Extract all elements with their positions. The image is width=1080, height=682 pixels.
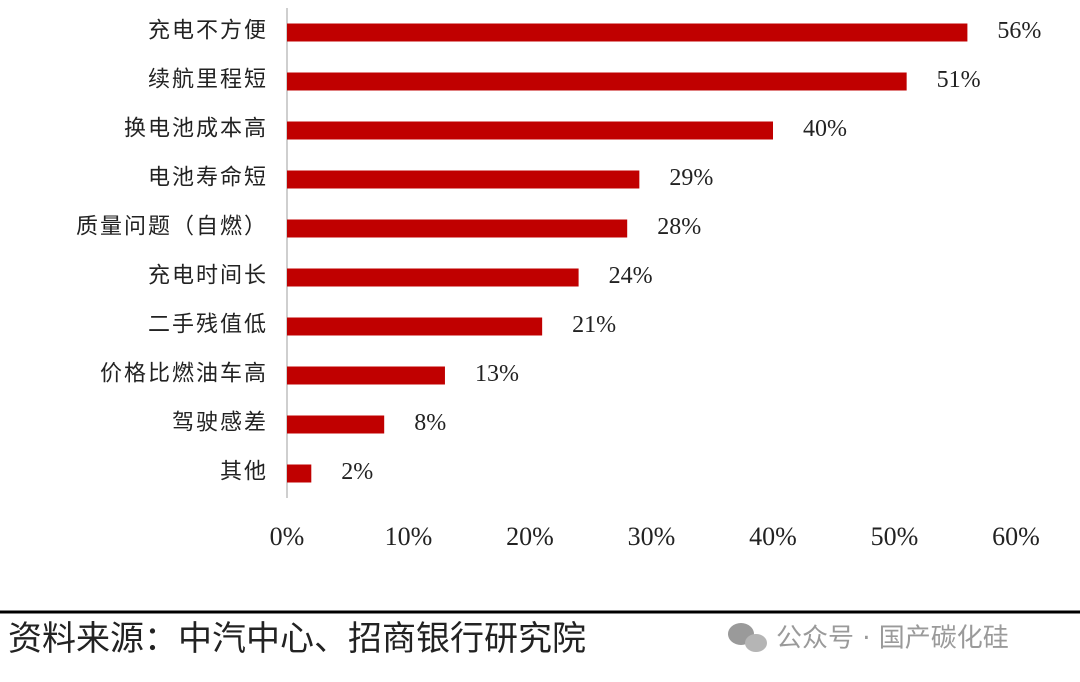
value-label: 24% bbox=[609, 263, 653, 289]
bar bbox=[287, 219, 628, 238]
value-label: 29% bbox=[669, 165, 713, 191]
y-tick-label: 充电不方便 bbox=[148, 18, 268, 43]
watermark: 公众号 · 国产碳化硅 bbox=[776, 624, 1009, 654]
value-label: 21% bbox=[572, 312, 616, 338]
value-label: 2% bbox=[341, 459, 373, 485]
y-tick-label: 驾驶感差 bbox=[172, 410, 268, 435]
bar bbox=[287, 268, 579, 287]
y-tick-label: 价格比燃油车高 bbox=[100, 361, 268, 386]
value-label: 8% bbox=[414, 410, 446, 436]
bar bbox=[287, 317, 543, 336]
value-label: 13% bbox=[475, 361, 519, 387]
bar bbox=[287, 464, 312, 483]
x-tick-label: 60% bbox=[992, 522, 1040, 551]
value-label: 40% bbox=[803, 116, 847, 142]
x-tick-label: 10% bbox=[385, 522, 433, 551]
y-tick-label: 换电池成本高 bbox=[124, 116, 268, 141]
x-tick-label: 30% bbox=[628, 522, 676, 551]
x-tick-label: 0% bbox=[270, 522, 305, 551]
value-label: 56% bbox=[997, 18, 1041, 44]
y-tick-label: 电池寿命短 bbox=[148, 165, 268, 190]
y-tick-label: 续航里程短 bbox=[148, 67, 268, 92]
x-tick-label: 50% bbox=[871, 522, 919, 551]
y-tick-label: 质量问题（自燃） bbox=[76, 214, 268, 239]
bar bbox=[287, 72, 907, 91]
watermark-icon bbox=[728, 623, 767, 652]
y-tick-label: 其他 bbox=[220, 459, 268, 484]
y-tick-label: 二手残值低 bbox=[148, 312, 268, 337]
source: 资料来源：中汽中心、招商银行研究院 bbox=[8, 620, 586, 658]
bar bbox=[287, 366, 445, 385]
x-tick-label: 20% bbox=[506, 522, 554, 551]
bar bbox=[287, 170, 640, 189]
x-tick-label: 40% bbox=[749, 522, 797, 551]
value-label: 51% bbox=[937, 67, 981, 93]
y-tick-label: 充电时间长 bbox=[148, 263, 268, 288]
bar bbox=[287, 23, 968, 42]
bar bbox=[287, 121, 773, 140]
value-label: 28% bbox=[657, 214, 701, 240]
bar bbox=[287, 415, 385, 434]
